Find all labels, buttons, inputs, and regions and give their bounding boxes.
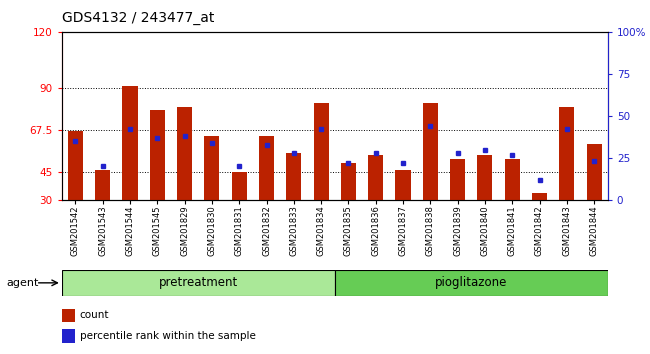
Text: GDS4132 / 243477_at: GDS4132 / 243477_at: [62, 11, 214, 25]
Bar: [122, 86, 138, 200]
Bar: [341, 162, 356, 200]
Text: agent: agent: [6, 278, 39, 288]
Bar: [150, 110, 165, 200]
Bar: [450, 159, 465, 200]
Bar: [231, 172, 247, 200]
Bar: [395, 170, 411, 200]
Bar: [532, 193, 547, 200]
Bar: [559, 107, 575, 200]
Bar: [259, 137, 274, 200]
Bar: [422, 103, 438, 200]
Bar: [95, 170, 110, 200]
Bar: [335, 270, 608, 296]
Bar: [504, 159, 520, 200]
Bar: [177, 107, 192, 200]
Bar: [204, 137, 220, 200]
Bar: [68, 131, 83, 200]
Bar: [586, 144, 602, 200]
Text: pioglitazone: pioglitazone: [435, 276, 508, 289]
Bar: [62, 329, 75, 343]
Bar: [477, 155, 493, 200]
Bar: [286, 153, 302, 200]
Bar: [62, 270, 335, 296]
Text: percentile rank within the sample: percentile rank within the sample: [79, 331, 255, 341]
Text: pretreatment: pretreatment: [159, 276, 238, 289]
Text: count: count: [79, 310, 109, 320]
Bar: [62, 309, 75, 322]
Bar: [368, 155, 384, 200]
Bar: [313, 103, 329, 200]
